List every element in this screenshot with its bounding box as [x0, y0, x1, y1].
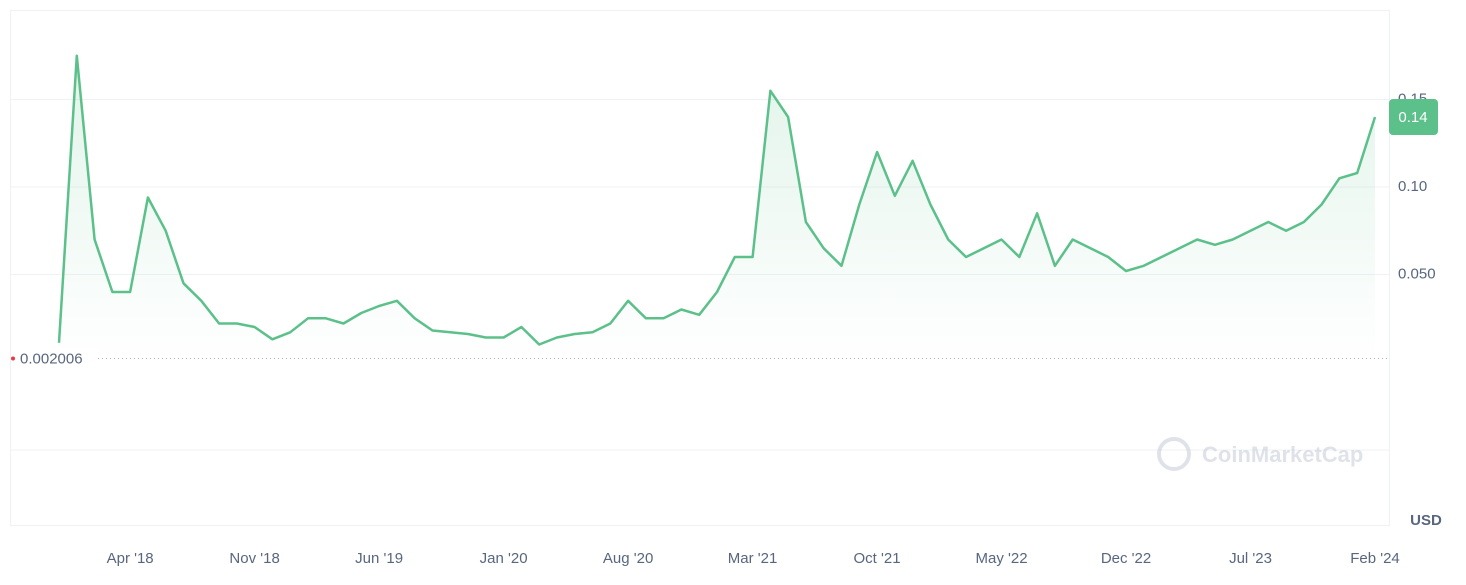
price-line — [57, 54, 1377, 346]
plot-frame — [10, 10, 1390, 526]
x-tick-label: May '22 — [976, 550, 1028, 567]
x-tick-label: Feb '24 — [1350, 550, 1400, 567]
x-tick-label: Aug '20 — [603, 550, 653, 567]
x-tick-label: Apr '18 — [107, 550, 154, 567]
x-tick-label: Mar '21 — [728, 550, 778, 567]
watermark: CoinMarketCap — [1157, 437, 1363, 471]
x-tick-label: Oct '21 — [854, 550, 901, 567]
baseline-label-bg — [16, 348, 98, 369]
x-tick-label: Jan '20 — [480, 550, 528, 567]
y-tick-label: 0.10 — [1398, 178, 1427, 195]
price-area — [59, 55, 1375, 363]
baseline-label: 0.002006 — [20, 350, 83, 367]
unit-label: USD — [1410, 512, 1442, 529]
x-tick-label: Jul '23 — [1229, 550, 1272, 567]
watermark-text: CoinMarketCap — [1202, 442, 1363, 467]
current-price-label: 0.14 — [1398, 109, 1427, 126]
x-tick-label: Jun '19 — [355, 550, 403, 567]
x-tick-label: Nov '18 — [229, 550, 279, 567]
x-tick-label: Dec '22 — [1101, 550, 1151, 567]
current-price-tag — [1389, 99, 1438, 135]
baseline-dot — [11, 356, 15, 361]
y-tick-label: 0.050 — [1398, 265, 1436, 282]
